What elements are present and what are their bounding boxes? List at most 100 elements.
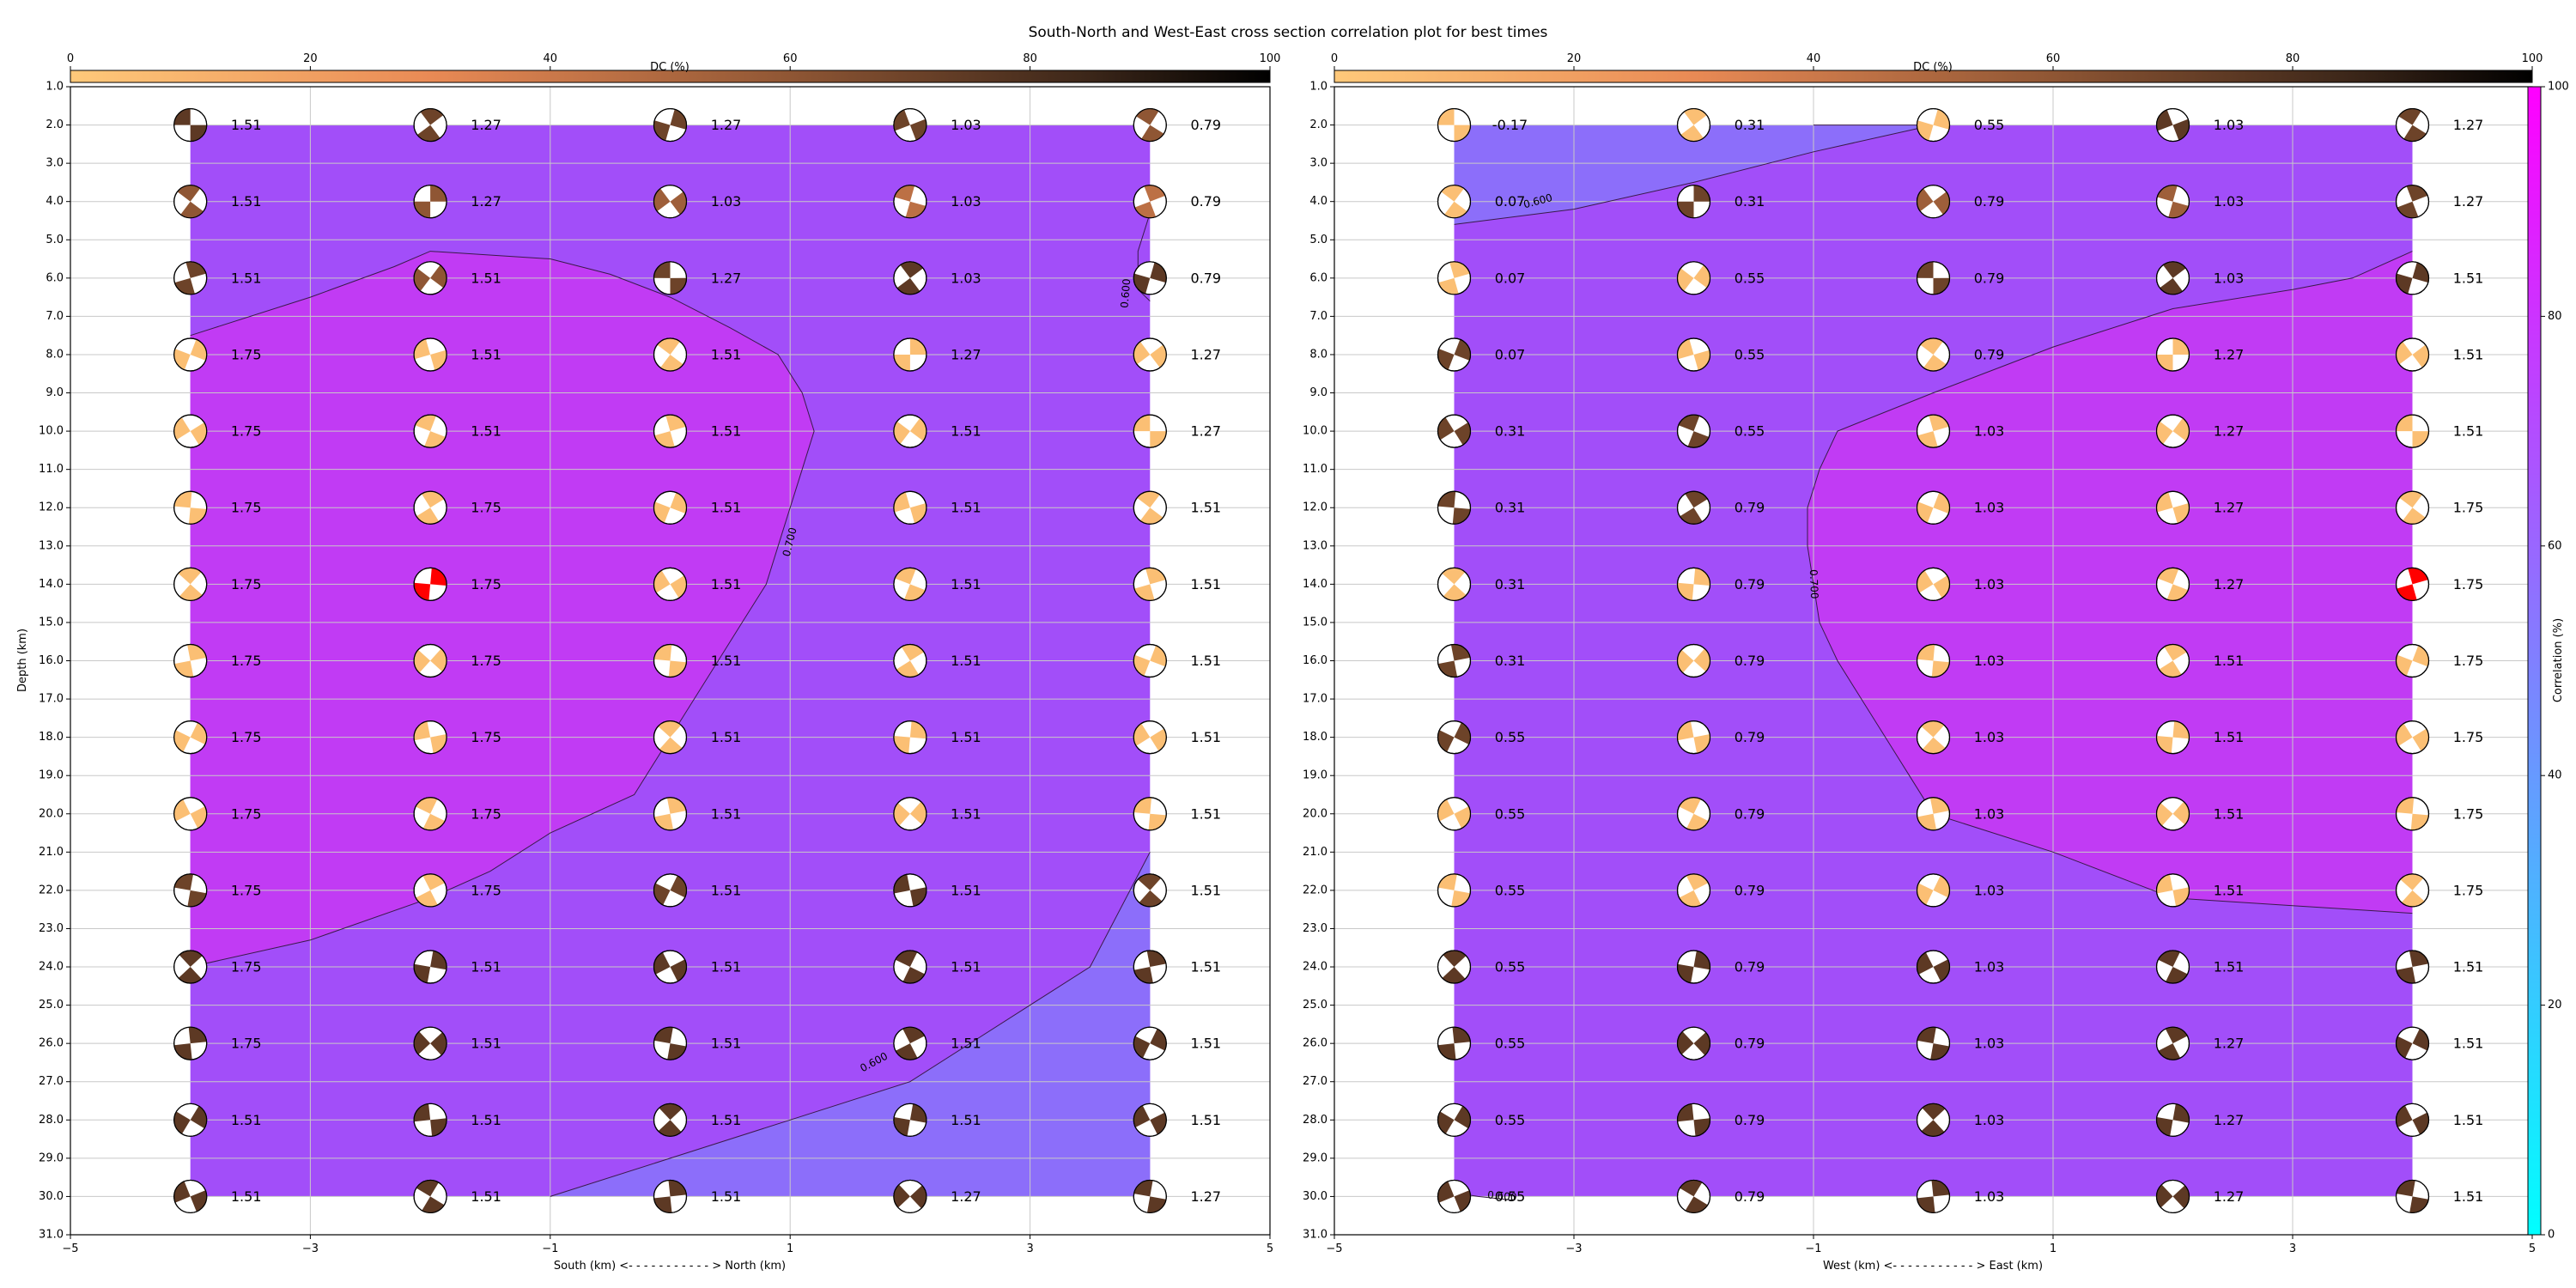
beachball-marker (413, 873, 447, 908)
x-tick-label: 1 (787, 1242, 793, 1255)
dc-tick-label: 20 (303, 52, 318, 65)
time-label: 1.51 (2453, 1036, 2484, 1052)
time-label: 1.27 (2453, 117, 2484, 133)
time-label: 0.55 (1735, 423, 1765, 440)
contour-line-0.600 (550, 852, 1151, 1197)
time-label: 1.03 (2214, 193, 2245, 210)
time-label: 1.51 (711, 500, 742, 516)
beachball-marker (413, 797, 447, 831)
time-label: 0.55 (1495, 882, 1526, 898)
beachball-markers (1437, 107, 2430, 1214)
time-label: 0.31 (1495, 576, 1526, 592)
time-label: 0.07 (1495, 270, 1526, 286)
time-label: 1.51 (711, 576, 742, 592)
contour-label: 0.600 (1118, 278, 1133, 308)
time-label: 1.75 (231, 653, 262, 669)
beachball-marker (1676, 797, 1711, 831)
y-tick-label: 28.0 (1303, 1114, 1327, 1127)
time-label: 1.27 (2214, 1036, 2245, 1052)
time-label: 1.51 (231, 1112, 262, 1128)
time-label: 1.75 (471, 882, 501, 898)
beachball-marker (2395, 1179, 2430, 1214)
beachball-marker (1437, 261, 1472, 295)
beachball-marker (173, 643, 208, 678)
y-tick-label: 2.0 (46, 118, 64, 131)
time-label: 0.31 (1495, 653, 1526, 669)
beachball-marker (653, 797, 688, 831)
time-label: 0.79 (1190, 193, 1221, 210)
time-label: 1.27 (711, 117, 742, 133)
beachball-marker (893, 797, 927, 831)
time-label: 1.51 (2453, 1188, 2484, 1205)
y-tick-label: 23.0 (39, 922, 64, 935)
y-tick-label: 28.0 (39, 1114, 64, 1127)
beachball-marker (1916, 797, 1951, 831)
y-axis-label-left: Depth (km) (16, 629, 29, 692)
beachball-marker (1437, 1179, 1472, 1214)
time-label: 1.51 (711, 1036, 742, 1052)
time-label: 1.03 (1974, 959, 2005, 975)
beachball-marker (2155, 261, 2190, 295)
y-tick-label: 30.0 (1303, 1190, 1327, 1203)
beachball-marker (1437, 643, 1472, 678)
time-label: 1.51 (2453, 1112, 2484, 1128)
beachball-marker (2395, 567, 2430, 601)
time-label: 0.31 (1495, 423, 1526, 440)
beachball-marker (173, 490, 208, 525)
y-tick-label: 7.0 (1309, 310, 1327, 323)
time-label: 1.51 (711, 959, 742, 975)
contour-label: 0.700 (1807, 569, 1820, 599)
beachball-marker (173, 720, 208, 755)
beachball-marker (893, 414, 927, 448)
time-label: 1.51 (951, 576, 981, 592)
beachball-marker (1916, 185, 1951, 219)
beachball-marker (1437, 107, 1472, 143)
time-label: 1.75 (2453, 882, 2484, 898)
x-axis-label-right: West (km) <- - - - - - - - - - - > East … (1823, 1260, 2043, 1273)
beachball-marker (653, 490, 688, 525)
dc-tick-label: 100 (2522, 52, 2543, 65)
time-label: 0.55 (1495, 959, 1526, 975)
beachball-marker (2155, 1026, 2190, 1060)
time-label: 1.03 (1974, 1112, 2005, 1128)
time-label: 1.51 (2453, 423, 2484, 440)
time-label: 0.55 (1735, 270, 1765, 286)
time-label: 1.51 (471, 1036, 501, 1052)
time-label: 1.51 (951, 1036, 981, 1052)
beachball-marker (173, 185, 208, 219)
dc-tick-label: 40 (1807, 52, 1821, 65)
corr-tick-label: 20 (2548, 999, 2562, 1012)
y-tick-label: 16.0 (39, 654, 64, 667)
beachball-marker (653, 873, 688, 908)
corr-tick-label: 40 (2548, 769, 2562, 782)
time-label: 1.75 (2453, 805, 2484, 822)
beachball-marker (893, 1103, 927, 1137)
beachball-marker (2155, 720, 2190, 755)
y-tick-label: 19.0 (1303, 769, 1327, 782)
time-label: 1.51 (1190, 1112, 1221, 1128)
time-label: 0.55 (1495, 1036, 1526, 1052)
beachball-marker (1437, 950, 1472, 984)
beachball-marker (653, 1103, 688, 1137)
y-tick-label: 5.0 (1309, 234, 1327, 246)
beachball-marker (893, 337, 927, 372)
time-label: 1.51 (1190, 576, 1221, 592)
time-label: 0.79 (1735, 653, 1765, 669)
x-tick-label: 1 (2050, 1242, 2057, 1255)
region-low-correlation (550, 852, 1151, 1197)
y-tick-label: 29.0 (1303, 1151, 1327, 1164)
time-label: 1.03 (1974, 1036, 2005, 1052)
beachball-marker (173, 950, 208, 984)
time-label: 1.51 (951, 805, 981, 822)
beachball-marker (1676, 873, 1711, 908)
time-label: 1.75 (231, 729, 262, 745)
time-label: 1.75 (471, 576, 501, 592)
beachball-marker (2155, 797, 2190, 831)
time-label: 1.51 (2214, 653, 2245, 669)
y-tick-label: 24.0 (39, 961, 64, 974)
beachball-marker (2395, 185, 2430, 219)
time-label: 1.03 (951, 117, 981, 133)
y-tick-label: 25.0 (39, 999, 64, 1012)
y-tick-label: 1.0 (46, 81, 64, 94)
beachball-marker (653, 107, 688, 143)
